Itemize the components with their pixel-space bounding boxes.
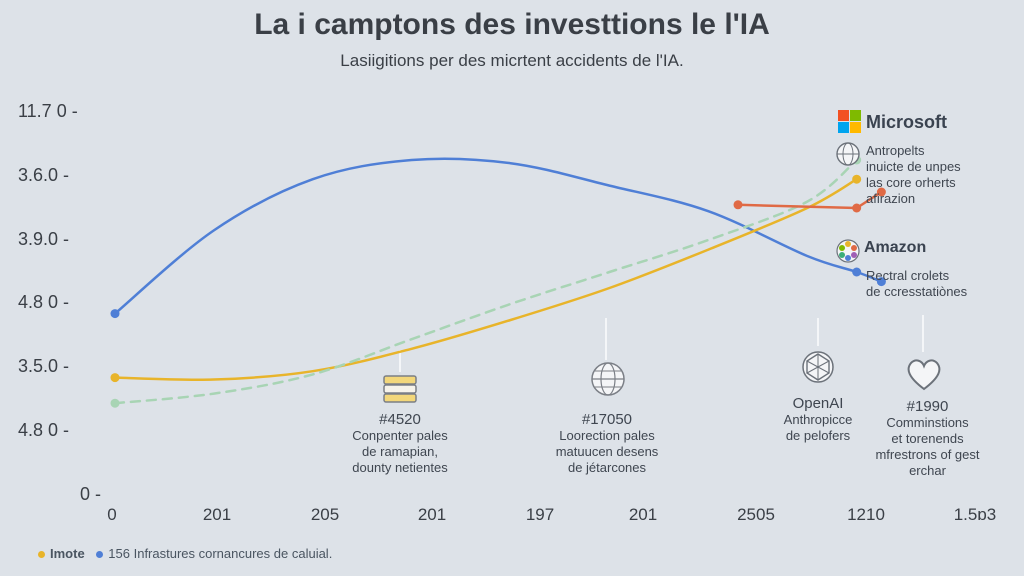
data-point xyxy=(110,309,120,319)
y-tick-label: 4.8 0 - xyxy=(18,420,70,440)
legend-label: Imote xyxy=(50,546,85,561)
annotation-block: #1990 Comminstions et torenends mfrestro… xyxy=(860,399,995,479)
microsoft-logo-icon xyxy=(838,110,861,133)
microsoft-note: Antropelts inuicte de unpes las core orh… xyxy=(866,143,961,207)
annotation-value: #1990 xyxy=(906,398,949,415)
series-line-blue xyxy=(113,157,883,315)
note-line: inuicte de unpes xyxy=(866,159,961,174)
x-tick-label: 1.5ɒ3 xyxy=(953,505,997,524)
heart-icon xyxy=(907,359,941,391)
amazon-note: Rectral crolets de ccresstatiònes xyxy=(866,268,967,300)
data-point xyxy=(110,398,120,408)
stack-icon xyxy=(383,375,417,403)
note-line: afirazion xyxy=(866,191,916,206)
note-line: Rectral crolets xyxy=(866,268,950,283)
annotation-line: de jétarcones xyxy=(567,460,647,475)
y-tick-label: 3.5.0 - xyxy=(18,356,70,376)
annotation-line: Anthropicce xyxy=(783,412,853,427)
chart-subtitle: Lasiigitions per des micrtent accidents … xyxy=(340,51,684,70)
microsoft-label: Microsoft xyxy=(866,112,947,132)
annotation-line: de ramapian, xyxy=(362,444,438,459)
annotation-line: mfrestrons of gest xyxy=(875,447,980,462)
series-line-green xyxy=(113,158,858,405)
annotation-value: #4520 xyxy=(379,411,421,428)
data-point xyxy=(852,267,862,277)
legend-label: 156 Infrastures cornancures de caluial. xyxy=(108,546,333,561)
x-tick-label: 0 xyxy=(107,505,117,524)
data-point xyxy=(733,200,743,210)
note-line: Antropelts xyxy=(866,143,925,158)
data-point xyxy=(110,373,120,383)
amazon-logo-icon xyxy=(836,239,860,263)
x-tick-label: 2505 xyxy=(737,505,775,524)
annotation-line: Loorection pales xyxy=(559,428,655,443)
data-point xyxy=(876,277,886,287)
y-tick-label: 3.9.0 - xyxy=(18,229,70,249)
note-line: las core orherts xyxy=(866,175,956,190)
legend-swatch xyxy=(38,551,45,559)
data-point xyxy=(852,174,862,184)
y-tick-label: 11.7 0 - xyxy=(18,101,78,121)
openai-logo-icon xyxy=(802,351,834,383)
annotation-line: dounty netientes xyxy=(352,460,448,475)
annotation-block: #17050 Loorection pales matuucen desens … xyxy=(527,412,687,476)
x-tick-label: 1210 xyxy=(847,505,885,524)
data-point xyxy=(876,187,886,197)
annotation-line: Conpenter pales xyxy=(352,428,448,443)
x-tick-label: 201 xyxy=(417,505,447,524)
globe-icon xyxy=(836,142,860,166)
chart-title: La i camptons des investtions le l'IA xyxy=(254,8,770,41)
legend-swatch xyxy=(96,551,104,559)
annotation-line: Comminstions xyxy=(886,415,969,430)
note-line: de ccresstatiònes xyxy=(866,284,968,299)
annotation-line: de pelofers xyxy=(785,428,851,443)
y-tick-label: 3.6.0 - xyxy=(18,165,70,185)
x-tick-label: 201 xyxy=(628,505,658,524)
globe-icon xyxy=(591,362,625,396)
series-line-orange xyxy=(113,177,858,382)
x-tick-label: 205 xyxy=(310,505,340,524)
annotation-line: et torenends xyxy=(891,431,964,446)
x-tick-label: 197 xyxy=(525,505,555,524)
x-tick-label: 201 xyxy=(202,505,232,524)
annotation-value: OpenAI xyxy=(792,395,844,412)
legend: Imote 156 Infrastures cornancures de cal… xyxy=(38,546,340,561)
annotation-block: OpenAI Anthropicce de pelofers xyxy=(758,396,878,444)
y-tick-label: 0 - xyxy=(80,484,102,504)
data-point xyxy=(852,203,862,213)
annotation-line: erchar xyxy=(909,463,946,478)
annotation-value: #17050 xyxy=(581,411,633,428)
annotation-block: #4520 Conpenter pales de ramapian, dount… xyxy=(320,412,480,476)
y-tick-label: 4.8 0 - xyxy=(18,292,70,312)
annotation-line: matuucen desens xyxy=(555,444,659,459)
amazon-label: Amazon xyxy=(864,239,927,256)
